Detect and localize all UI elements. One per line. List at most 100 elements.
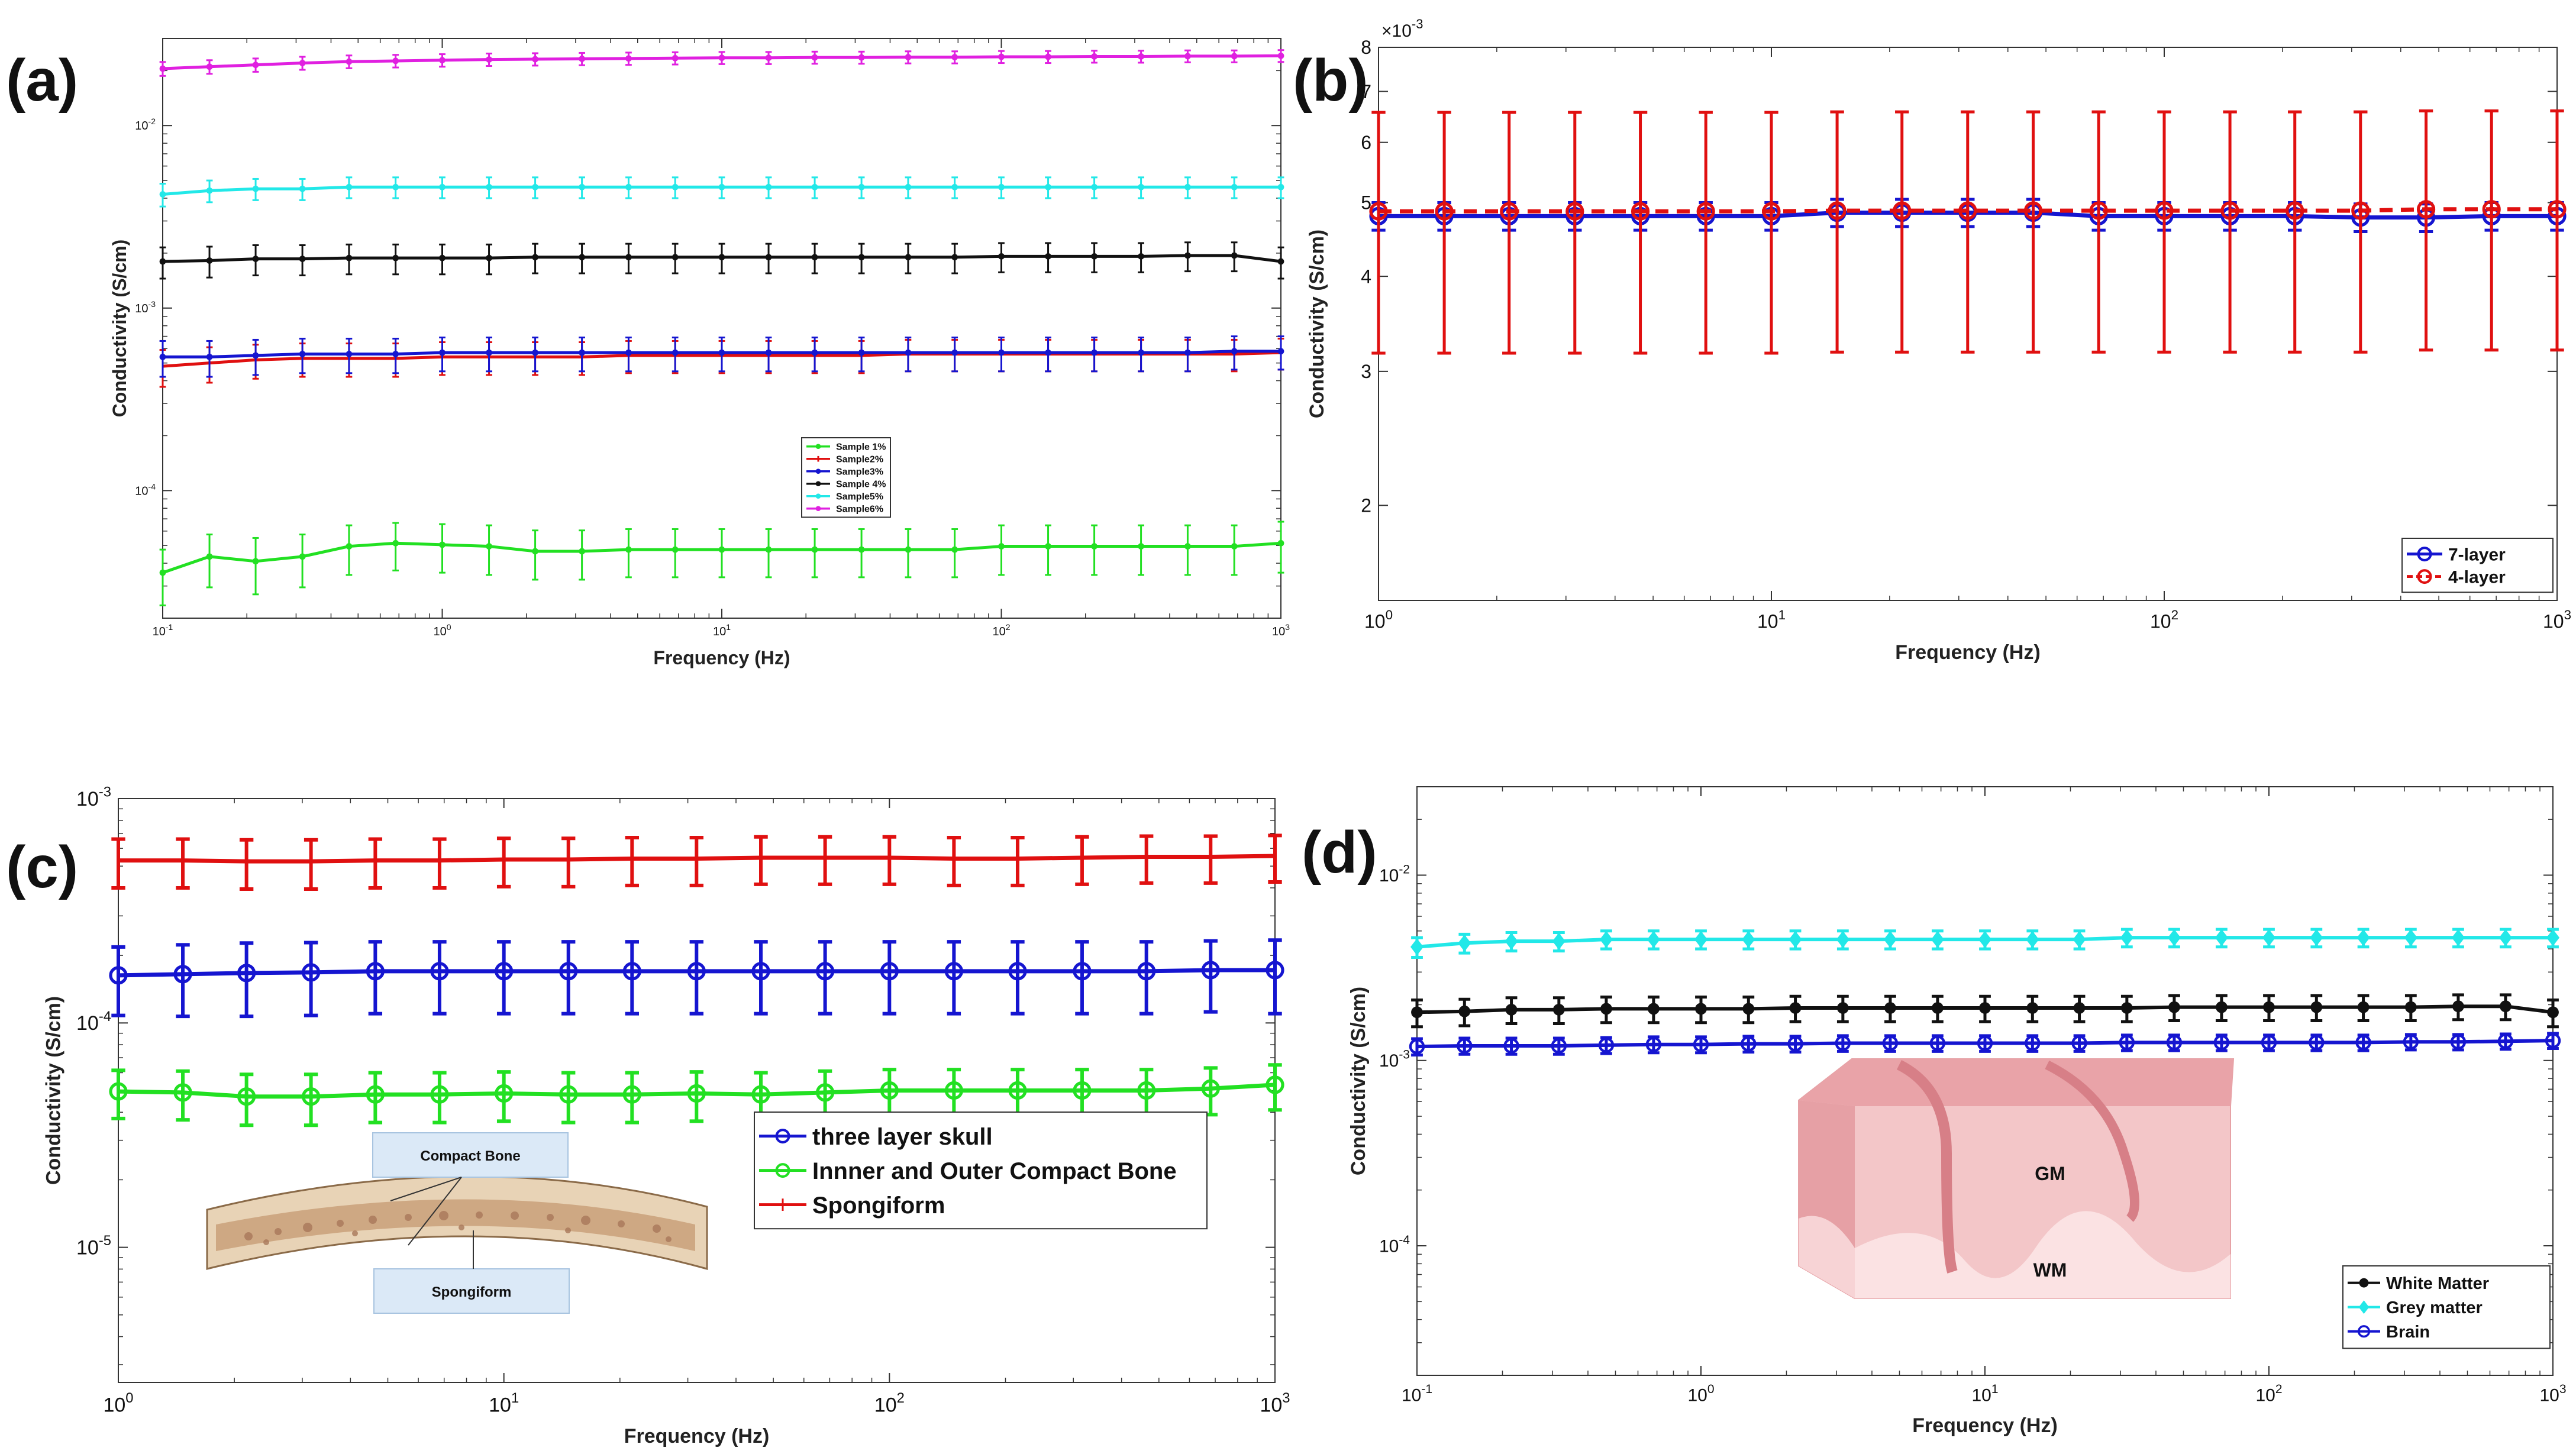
data-point [1277,258,1284,265]
data-point [1505,1003,1518,1016]
data-point [672,349,679,356]
data-point [159,65,166,72]
y-tick-label: 2 [1361,495,1371,516]
data-point [1045,253,1051,260]
x-tick-label: 100 [1364,608,1393,632]
x-tick-exponent: 2 [2171,608,2178,622]
data-point [237,1087,256,1106]
data-point [1696,202,1715,221]
data-point [2023,201,2043,220]
data-point [559,1085,578,1104]
data-point [672,54,679,62]
data-point [1648,1003,1660,1015]
data-point [1073,962,1092,981]
data-point [109,1082,128,1101]
series-c-2 [111,833,1282,891]
data-point [816,1083,835,1102]
panel-b-letter: (b) [1293,47,1368,114]
data-point [430,1085,449,1104]
series-a-4 [159,176,1284,208]
data-point [2547,1006,2559,1019]
data-point [775,1129,790,1144]
trabecular-pores [244,1211,672,1245]
data-point [2545,1032,2561,1049]
y-tick-exponent: -4 [1399,1233,1410,1247]
data-point [1091,349,1097,356]
brain-tissue-inset: GM WM [1798,1058,2235,1299]
data-point [2546,929,2559,946]
series-a-5 [159,49,1284,77]
data-point [718,349,725,356]
series-b-1 [1369,109,2567,355]
y-tick-exponent: -2 [1399,862,1410,876]
y-tick-label: 8 [1361,37,1371,58]
data-point [1500,202,1519,221]
data-point [2166,1035,2183,1051]
data-point [765,546,772,553]
x-tick-exponent: 3 [2564,608,2571,622]
data-point [775,1163,790,1178]
data-point [1409,1038,1425,1055]
data-point [299,553,306,560]
data-point [1789,930,1802,948]
data-point [1458,1005,1471,1017]
data-point [2497,1033,2514,1049]
data-point [816,962,835,981]
data-point [1411,1006,1423,1019]
data-point [905,54,912,60]
data-point [2404,929,2417,946]
data-point [346,543,353,550]
data-point [815,493,821,499]
data-point [206,553,213,560]
series-a-0 [159,521,1284,606]
x-tick-exponent: 3 [2559,1382,2567,1396]
data-point [625,55,632,62]
x-tick-exponent: 0 [125,1390,133,1406]
data-point [2403,1034,2419,1050]
data-point [2450,1034,2467,1050]
data-point [2417,547,2432,562]
data-point [1932,1002,1944,1014]
data-point [2452,1000,2464,1013]
compact-bone-label-box [372,1132,569,1178]
data-point [1631,202,1650,221]
y-tick-exponent: -4 [99,1009,111,1025]
data-point [173,1083,192,1102]
x-tick-exponent: -1 [1421,1382,1432,1396]
data-point [1073,1081,1092,1100]
data-point [998,543,1005,550]
data-point [2071,1035,2087,1051]
data-point [765,349,772,356]
data-point [1693,1036,1709,1052]
data-point [622,962,641,981]
data-point [1138,253,1145,260]
data-point [2026,1002,2039,1014]
x-tick-exponent: 2 [897,1390,905,1406]
data-point [579,56,586,62]
compact-bone-label: Compact Bone [420,1148,520,1164]
data-point [1138,53,1145,60]
data-point [392,57,399,64]
data-point [1742,930,1755,948]
data-point [1883,930,1897,948]
data-point [1435,202,1454,221]
data-point [486,349,492,356]
data-point [299,185,306,192]
sulcus-right [2045,1060,2139,1222]
x-tick-label: 102 [2255,1382,2282,1405]
data-point [1410,938,1423,956]
panel-a-letter: (a) [6,47,78,114]
data-point [765,54,772,62]
x-tick-label: 101 [1757,608,1786,632]
y-tick-label: 10-2 [1379,862,1410,886]
data-point [1137,962,1156,981]
data-point [905,349,912,356]
x-tick-exponent: 1 [1991,1382,1999,1396]
data-point [1045,349,1051,356]
data-point [1201,961,1220,980]
y-axis-label: Conductivity (S/cm) [1347,987,1370,1175]
tissue-top-face [1799,1059,2233,1106]
data-point [1457,1038,1473,1054]
y-tick-exponent: -3 [99,784,111,800]
